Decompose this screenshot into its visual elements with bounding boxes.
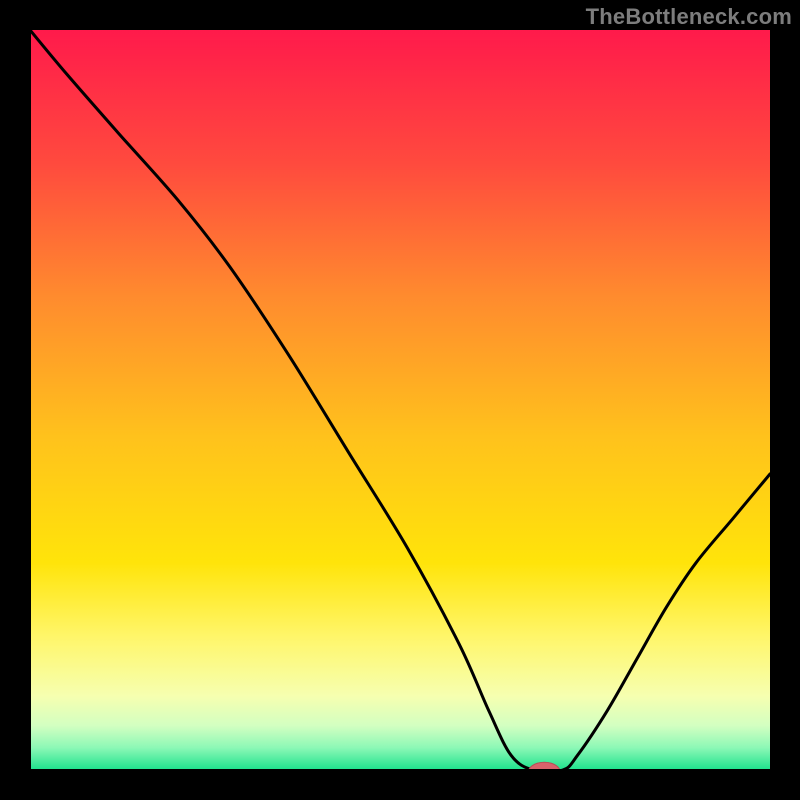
optimal-marker (528, 762, 560, 782)
bottleneck-chart (0, 0, 800, 800)
watermark-text: TheBottleneck.com (586, 4, 792, 30)
chart-frame: { "watermark": "TheBottleneck.com", "cha… (0, 0, 800, 800)
gradient-background (30, 30, 770, 770)
